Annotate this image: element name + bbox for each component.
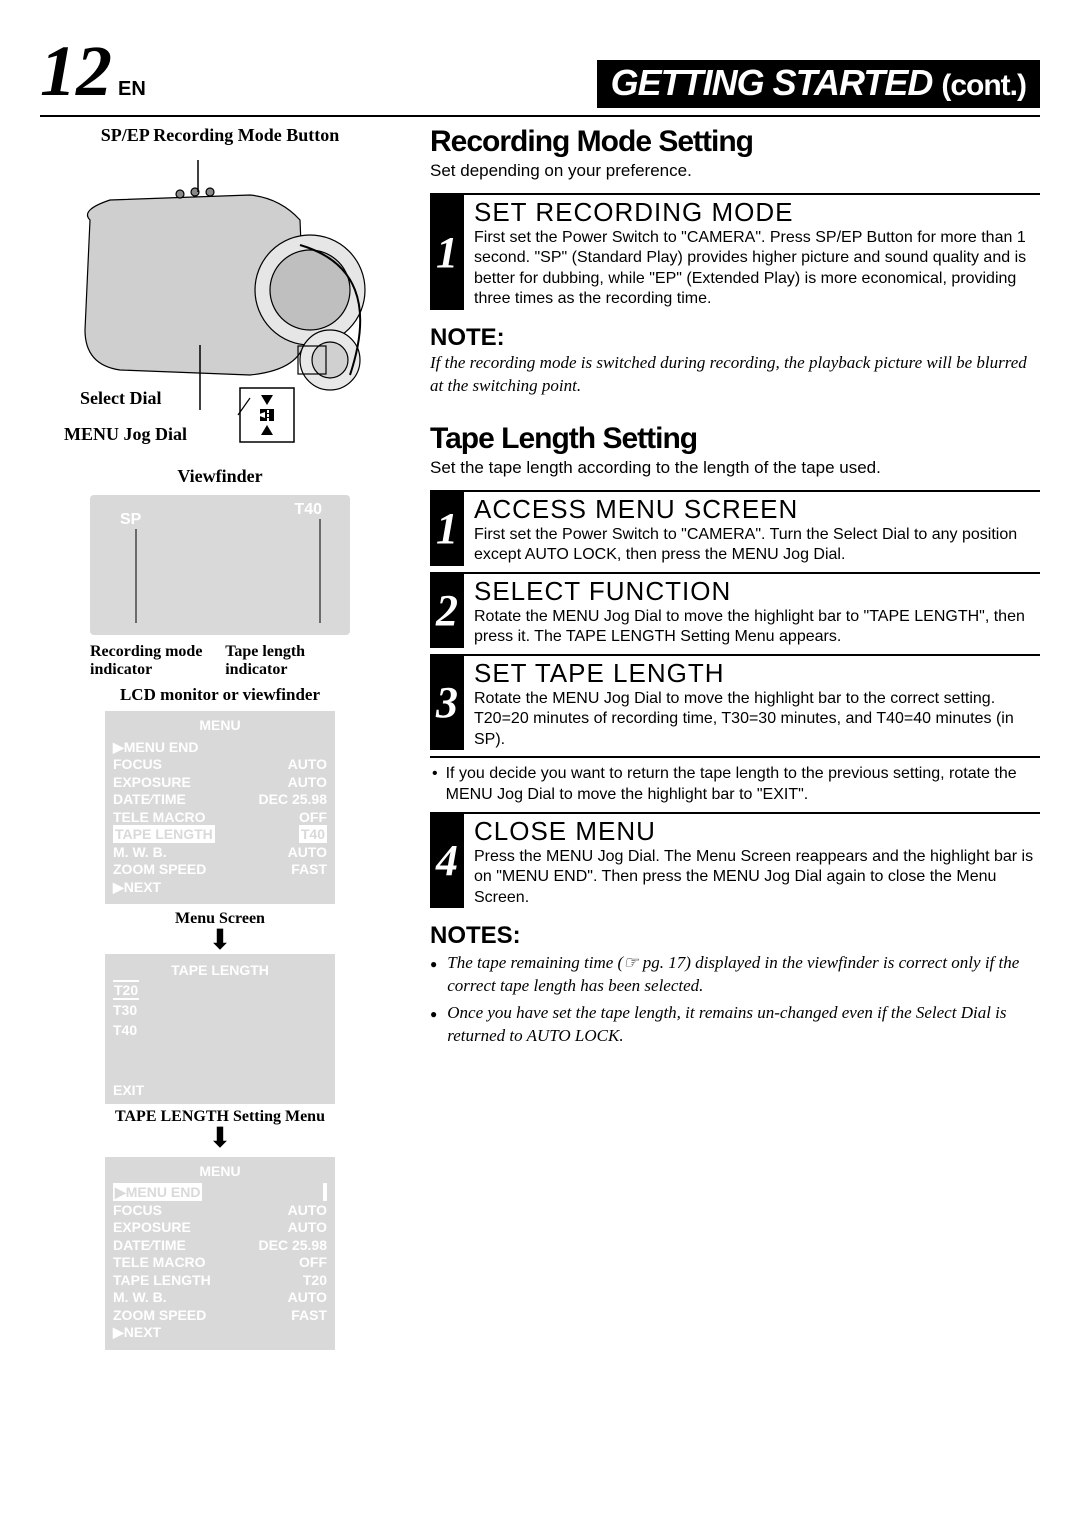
- menu-row: TAPE LENGTHT40: [113, 826, 327, 844]
- t4-title: CLOSE MENU: [474, 816, 1040, 847]
- tape-option: T30: [113, 1002, 327, 1018]
- menu1-title: MENU: [113, 717, 327, 735]
- menu-jog-label: MENU Jog Dial: [64, 424, 187, 445]
- menu-row: TELE MACROOFF: [113, 809, 327, 827]
- left-column: SP/EP Recording Mode Button: [40, 125, 400, 1356]
- recording-mode-indicator-label: Recording mode indicator: [90, 643, 215, 679]
- menu-row: ▶MENU END: [113, 739, 327, 757]
- diagram-top-label: SP/EP Recording Mode Button: [40, 125, 400, 146]
- viewfinder-label: Viewfinder: [40, 466, 400, 487]
- menu-row: ▶NEXT: [113, 879, 327, 897]
- menu-row: DATE⁄TIMEDEC 25.98: [113, 1237, 327, 1255]
- menu2-title: MENU: [113, 1163, 327, 1181]
- notes-item-text: Once you have set the tape length, it re…: [447, 1002, 1040, 1048]
- note-body: If the recording mode is switched during…: [430, 352, 1040, 398]
- t1-text: First set the Power Switch to "CAMERA". …: [474, 525, 1040, 566]
- tape-menu-exit: EXIT: [113, 1082, 144, 1098]
- tape-length-lead: Set the tape length according to the len…: [430, 458, 1040, 478]
- t2-text: Rotate the MENU Jog Dial to move the hig…: [474, 607, 1040, 648]
- section-banner: GETTING STARTED (cont.): [597, 60, 1040, 108]
- select-dial-label: Select Dial: [80, 388, 161, 409]
- tape-step-number-2: 2: [430, 574, 464, 648]
- step-set-recording-mode: 1 SET RECORDING MODE First set the Power…: [430, 193, 1040, 310]
- step1-text: First set the Power Switch to "CAMERA". …: [474, 228, 1040, 310]
- step-number-1: 1: [430, 195, 464, 310]
- page-lang: EN: [118, 78, 146, 101]
- t3-bullet: If you decide you want to return the tap…: [430, 764, 1040, 806]
- page-number: 12: [40, 30, 112, 113]
- t3-bullet-text: If you decide you want to return the tap…: [446, 764, 1040, 806]
- page-header: 12 EN GETTING STARTED (cont.): [40, 30, 1040, 117]
- step-access-menu: 1 ACCESS MENU SCREEN First set the Power…: [430, 490, 1040, 566]
- menu-screen-2: MENU ▶MENU ENDFOCUSAUTOEXPOSUREAUTODATE⁄…: [105, 1157, 335, 1350]
- notes-item: Once you have set the tape length, it re…: [430, 1002, 1040, 1048]
- t1-title: ACCESS MENU SCREEN: [474, 494, 1040, 525]
- step-set-tape-length: 3 SET TAPE LENGTH Rotate the MENU Jog Di…: [430, 654, 1040, 750]
- menu-row: ZOOM SPEEDFAST: [113, 861, 327, 879]
- down-arrow-1-icon: ⬇: [40, 930, 400, 952]
- recording-mode-lead: Set depending on your preference.: [430, 161, 1040, 181]
- step1-title: SET RECORDING MODE: [474, 197, 1040, 228]
- menu-row: M. W. B.AUTO: [113, 1289, 327, 1307]
- notes-list: The tape remaining time (☞ pg. 17) displ…: [430, 952, 1040, 1048]
- t4-text: Press the MENU Jog Dial. The Menu Screen…: [474, 847, 1040, 908]
- t3-text: Rotate the MENU Jog Dial to move the hig…: [474, 689, 1040, 750]
- right-column: Recording Mode Setting Set depending on …: [430, 125, 1040, 1356]
- tape-option: T20: [113, 982, 327, 998]
- indicator-row: Recording mode indicator Tape length ind…: [90, 643, 350, 679]
- tape-length-heading: Tape Length Setting: [430, 422, 1040, 456]
- menu-row: EXPOSUREAUTO: [113, 774, 327, 792]
- menu-row: FOCUSAUTO: [113, 1202, 327, 1220]
- step-select-function: 2 SELECT FUNCTION Rotate the MENU Jog Di…: [430, 572, 1040, 648]
- menu-row: EXPOSUREAUTO: [113, 1219, 327, 1237]
- tape-length-indicator-label: Tape length indicator: [225, 643, 350, 679]
- menu-row: FOCUSAUTO: [113, 756, 327, 774]
- viewfinder-screen: SP T40: [90, 495, 350, 635]
- menu-row: ▶NEXT: [113, 1324, 327, 1342]
- menu-row: DATE⁄TIMEDEC 25.98: [113, 791, 327, 809]
- tape-menu-title: TAPE LENGTH: [113, 962, 327, 978]
- menu-row: TAPE LENGTHT20: [113, 1272, 327, 1290]
- recording-mode-heading: Recording Mode Setting: [430, 125, 1040, 159]
- lcd-caption: LCD monitor or viewfinder: [40, 685, 400, 705]
- t3-title: SET TAPE LENGTH: [474, 658, 1040, 689]
- note-heading: NOTE:: [430, 324, 1040, 352]
- tape-length-menu: TAPE LENGTH T20 T30 T40 EXIT: [105, 954, 335, 1104]
- banner-main: GETTING STARTED: [611, 62, 933, 103]
- page-number-wrap: 12 EN: [40, 30, 146, 113]
- step-close-menu: 4 CLOSE MENU Press the MENU Jog Dial. Th…: [430, 812, 1040, 908]
- menu-row: ▶MENU END: [113, 1184, 327, 1202]
- down-arrow-2-icon: ⬇: [40, 1128, 400, 1150]
- camera-diagram: Select Dial MENU Jog Dial: [50, 150, 390, 450]
- tape-step-number-4: 4: [430, 814, 464, 908]
- tape-option: T40: [113, 1022, 327, 1038]
- t2-title: SELECT FUNCTION: [474, 576, 1040, 607]
- tape-step-number-3: 3: [430, 656, 464, 750]
- menu-row: M. W. B.AUTO: [113, 844, 327, 862]
- notes-heading: NOTES:: [430, 922, 1040, 950]
- menu-row: TELE MACROOFF: [113, 1254, 327, 1272]
- tape-step-number-1: 1: [430, 492, 464, 566]
- vf-lines-icon: [90, 495, 350, 635]
- menu-row: ZOOM SPEEDFAST: [113, 1307, 327, 1325]
- notes-item: The tape remaining time (☞ pg. 17) displ…: [430, 952, 1040, 998]
- banner-cont: (cont.): [941, 69, 1026, 102]
- menu-screen-1: MENU ▶MENU ENDFOCUSAUTOEXPOSUREAUTODATE⁄…: [105, 711, 335, 904]
- t3-bullet-block: If you decide you want to return the tap…: [430, 756, 1040, 806]
- notes-item-text: The tape remaining time (☞ pg. 17) displ…: [447, 952, 1040, 998]
